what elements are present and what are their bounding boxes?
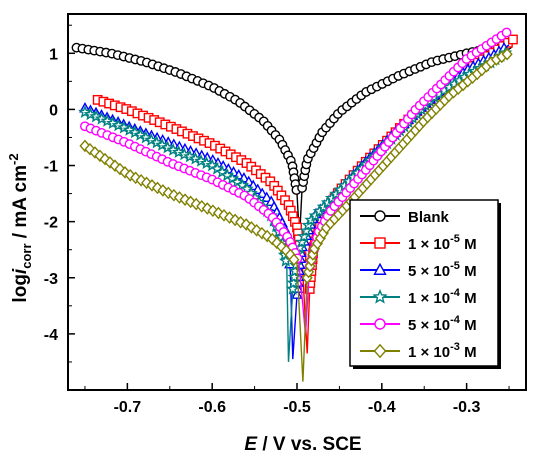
y-tick-label: -2 xyxy=(44,215,58,232)
legend-label: 1 × 10-3 M xyxy=(408,341,477,361)
series-4 xyxy=(80,27,512,334)
legend-item: Blank xyxy=(360,209,450,226)
data-point xyxy=(109,159,121,173)
data-point xyxy=(374,210,386,222)
data-point xyxy=(372,288,388,304)
legend-label: Blank xyxy=(408,209,450,226)
data-point xyxy=(155,138,169,151)
data-point xyxy=(89,109,103,123)
x-tick-label: -0.3 xyxy=(453,399,481,416)
legend: Blank 1 × 10-5 M 5 × 10-5 M 1 × 10-4 M 5 × 1… xyxy=(349,199,501,369)
legend-item: 1 × 10-4 M xyxy=(360,287,477,307)
y-axis-title: logicorr / mA cm-2 xyxy=(6,153,34,302)
data-point xyxy=(508,34,518,45)
data-point xyxy=(218,208,230,222)
data-point xyxy=(266,232,278,246)
data-point xyxy=(223,211,236,224)
legend-item: 5 × 10-4 M xyxy=(360,314,477,334)
y-axis-title-rest: / mA cm xyxy=(10,165,31,244)
y-axis-title-subscript: corr xyxy=(19,243,34,268)
x-tick-label: -0.4 xyxy=(368,399,396,416)
data-point xyxy=(94,149,106,163)
x-axis-ticks: -0.7 -0.6 -0.5 -0.4 -0.3 xyxy=(84,383,510,416)
y-tick-label: 0 xyxy=(49,102,58,119)
data-point xyxy=(100,113,115,127)
y-axis-title-italic: i xyxy=(10,268,31,274)
x-axis-title-rest: / V vs. SCE xyxy=(257,434,362,455)
x-axis-title: E / V vs. SCE xyxy=(244,434,361,455)
data-point xyxy=(373,262,387,275)
data-point xyxy=(78,105,92,119)
y-tick-label: -1 xyxy=(44,159,58,176)
data-point xyxy=(111,118,126,132)
data-point xyxy=(84,142,96,156)
data-point xyxy=(122,122,137,136)
data-point xyxy=(260,191,273,203)
legend-item: 5 × 10-5 M xyxy=(360,260,477,280)
data-point xyxy=(194,153,208,167)
data-point xyxy=(501,47,513,61)
legend-item: 1 × 10-5 M xyxy=(360,233,477,253)
x-tick-label: -0.5 xyxy=(283,399,311,416)
y-axis-title-superscript: -2 xyxy=(6,153,21,165)
x-axis-title-italic: E xyxy=(244,434,258,455)
legend-label: 1 × 10-4 M xyxy=(408,287,477,307)
data-series xyxy=(71,27,518,382)
data-point xyxy=(177,147,192,161)
data-point xyxy=(79,139,91,153)
legend-label: 1 × 10-5 M xyxy=(408,233,477,253)
y-axis-title-prefix: log xyxy=(10,274,31,303)
data-point xyxy=(374,237,386,249)
data-point xyxy=(94,111,109,125)
data-point xyxy=(183,149,197,163)
data-point xyxy=(133,127,148,141)
series-5 xyxy=(79,47,513,382)
legend-box xyxy=(349,199,499,367)
data-point xyxy=(166,142,181,156)
x-tick-label: -0.7 xyxy=(114,399,142,416)
legend-item: 1 × 10-3 M xyxy=(360,341,477,361)
data-point xyxy=(256,187,269,199)
data-point xyxy=(160,140,175,154)
y-tick-label: -4 xyxy=(44,327,58,344)
data-point xyxy=(128,125,142,139)
y-tick-label: -3 xyxy=(44,271,58,288)
data-point xyxy=(288,253,300,267)
data-point xyxy=(256,226,268,240)
data-point xyxy=(106,116,120,130)
data-point xyxy=(119,166,131,179)
data-point xyxy=(150,135,164,149)
y-tick-label: 1 xyxy=(49,46,58,63)
data-point xyxy=(374,318,386,330)
data-point xyxy=(188,151,203,165)
data-point xyxy=(171,145,186,159)
data-point xyxy=(373,343,387,359)
x-tick-label: -0.6 xyxy=(198,399,226,416)
legend-label: 5 × 10-4 M xyxy=(408,314,477,334)
y-axis-ticks: 1 0 -1 -2 -3 -4 xyxy=(44,24,75,363)
legend-label: 5 × 10-5 M xyxy=(408,260,477,280)
data-point xyxy=(501,27,512,38)
